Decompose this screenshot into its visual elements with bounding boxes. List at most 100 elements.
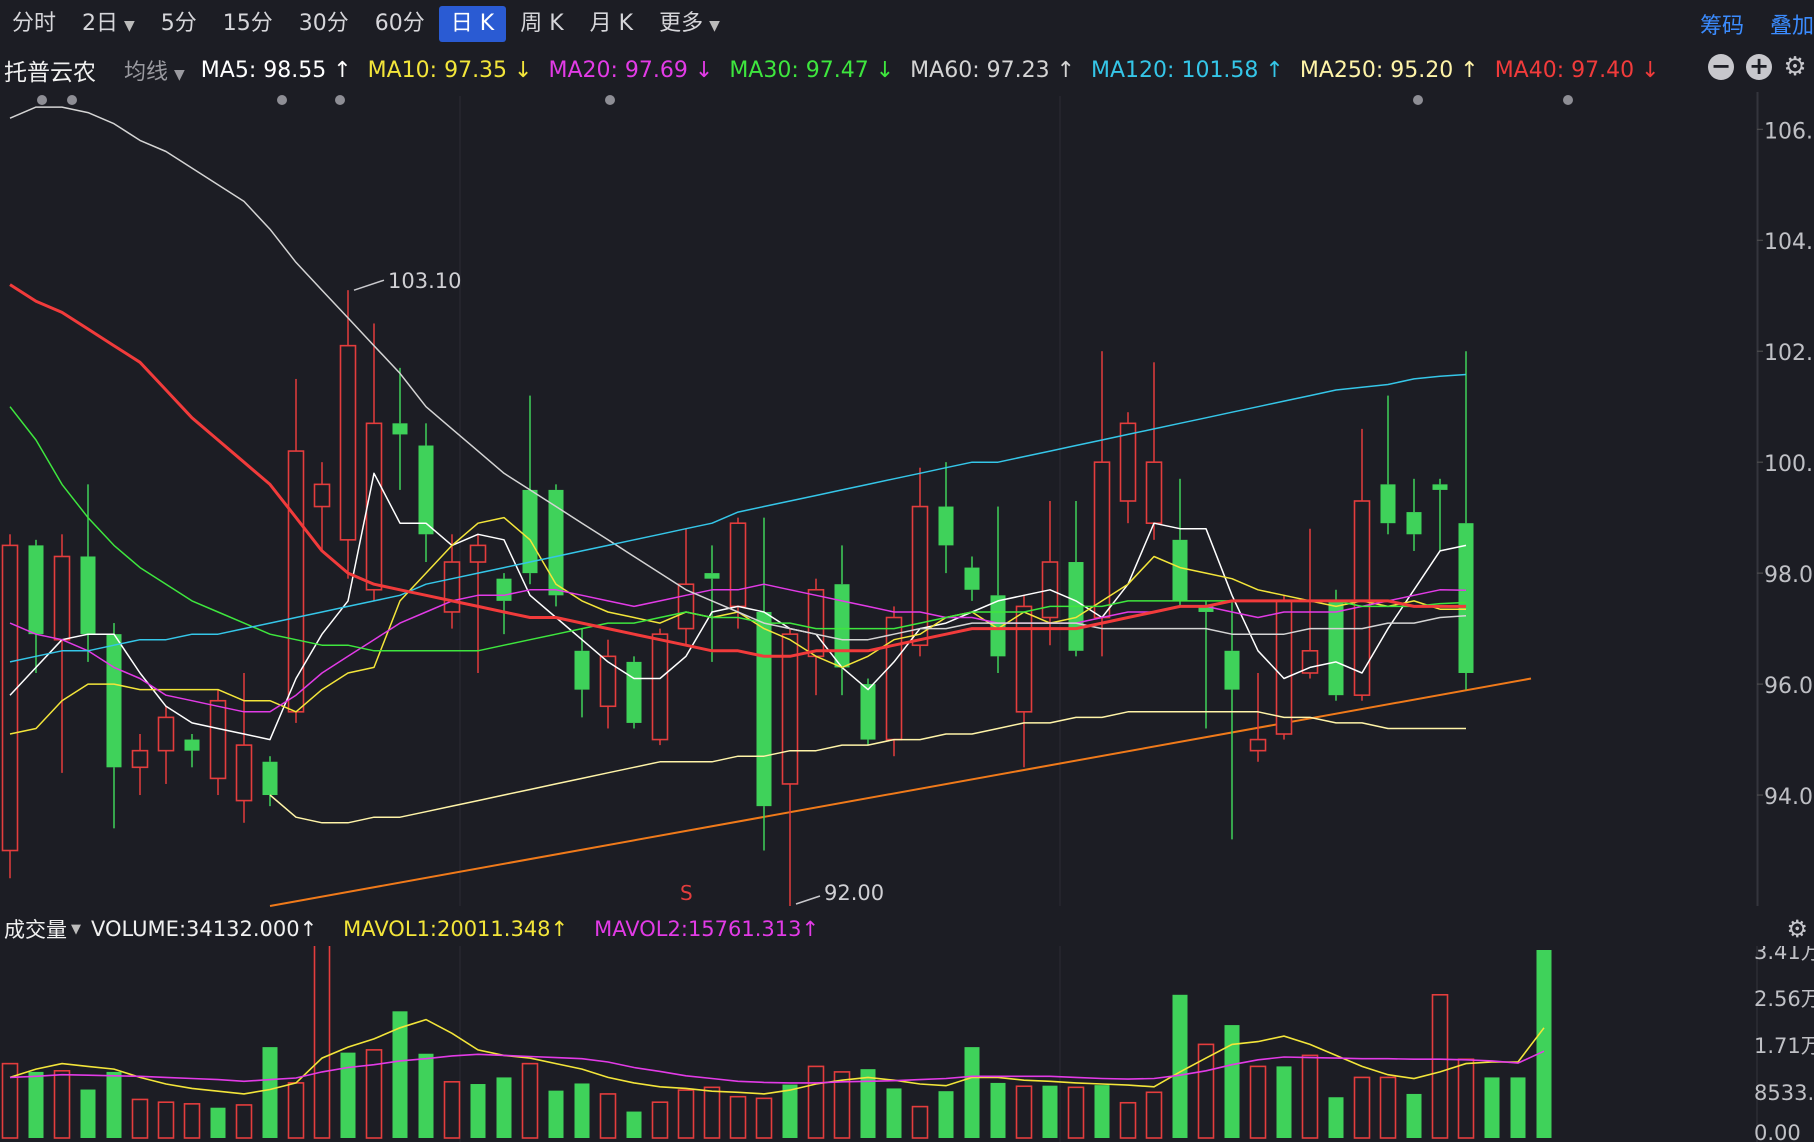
volume-bar xyxy=(651,1101,669,1139)
candle xyxy=(860,678,876,746)
ma-legend-item: MA10: 97.35 ↓ xyxy=(367,57,533,83)
candle-body xyxy=(677,583,695,630)
period-tab[interactable]: 月 K xyxy=(578,6,645,42)
y-tick-label: 96.0 xyxy=(1764,674,1813,699)
candle xyxy=(1328,589,1344,701)
period-tab[interactable]: 分时 xyxy=(0,6,68,42)
period-tab[interactable]: 2日 ▼ xyxy=(70,6,147,42)
candle xyxy=(651,628,669,746)
candle-body xyxy=(574,650,590,690)
period-tab[interactable]: 60分 xyxy=(363,6,437,42)
candle-body xyxy=(1,544,19,852)
candle xyxy=(80,484,96,662)
volume-bar xyxy=(210,1107,226,1138)
zoom-in-icon[interactable]: + xyxy=(1746,54,1772,80)
chips-button[interactable]: 筹码 xyxy=(1699,14,1744,39)
chevron-down-icon[interactable]: ▼ xyxy=(71,921,81,937)
candle xyxy=(938,462,954,574)
volume-bar xyxy=(574,1083,590,1138)
mavol1-line xyxy=(9,1018,1545,1095)
volume-bar xyxy=(235,1104,253,1139)
candle xyxy=(1432,478,1448,551)
candle xyxy=(781,628,799,906)
ma-select-dropdown[interactable]: 均线 ▼ xyxy=(124,54,185,86)
period-tab-label: 5分 xyxy=(160,11,197,36)
candle-body xyxy=(443,561,461,613)
candle-body xyxy=(834,584,850,668)
volume-bar xyxy=(418,1053,434,1138)
volume-bar xyxy=(131,1098,149,1139)
y-tick-label: 100.0 xyxy=(1764,452,1814,477)
volume-bar xyxy=(53,1070,71,1139)
volume-bar xyxy=(365,1049,383,1139)
event-marker xyxy=(1413,95,1423,105)
volume-bar xyxy=(1406,1093,1422,1138)
volume-bar xyxy=(886,1088,902,1138)
candle xyxy=(990,506,1006,673)
gear-icon[interactable]: ⚙ xyxy=(1786,915,1808,943)
volume-bar xyxy=(1119,1101,1137,1139)
volume-bar xyxy=(1094,1085,1110,1138)
volume-bar xyxy=(677,1089,695,1139)
period-tab[interactable]: 更多 ▼ xyxy=(647,6,732,42)
volume-bar xyxy=(938,1091,954,1138)
candle xyxy=(1458,351,1474,690)
candle xyxy=(1353,428,1371,701)
volume-bar xyxy=(106,1071,122,1138)
candle-body xyxy=(1145,461,1163,524)
candle-body xyxy=(522,489,538,574)
zoom-controls: − + ⚙ xyxy=(1696,54,1808,80)
candle xyxy=(1224,600,1240,840)
candle-body xyxy=(729,522,747,608)
period-tab[interactable]: 30分 xyxy=(287,6,361,42)
high-price-label: 103.10 xyxy=(388,269,461,293)
price-chart[interactable]: 106.0 104.0 102.0 100.0 98.0 96.0 94.0 103.10 92… xyxy=(0,0,1814,912)
candle-body xyxy=(1224,650,1240,690)
volume-legend-bar: 成交量 ▼ VOLUME:34132.000↑ MAVOL1:20011.348↑… xyxy=(0,912,1814,946)
volume-bar xyxy=(807,1065,825,1139)
candle-body xyxy=(1406,512,1422,535)
candle-body xyxy=(131,749,149,769)
volume-bar xyxy=(28,1071,44,1138)
candle-body xyxy=(1380,484,1396,524)
volume-bar xyxy=(860,1069,876,1138)
volume-bar xyxy=(287,1082,305,1139)
period-tab-label: 分时 xyxy=(12,11,57,36)
period-tab-label: 更多 xyxy=(659,11,704,36)
y-tick-label: 104.0 xyxy=(1764,230,1814,255)
period-tab[interactable]: 周 K xyxy=(508,6,575,42)
period-tab[interactable]: 5分 xyxy=(149,6,209,42)
candle-body xyxy=(651,633,669,741)
volume-bar xyxy=(1,1062,19,1139)
candle-body xyxy=(704,573,720,579)
candle-body xyxy=(781,633,799,785)
volume-bar xyxy=(521,1062,539,1139)
period-tab[interactable]: 15分 xyxy=(211,6,285,42)
candle xyxy=(157,706,175,784)
candle-body xyxy=(1172,539,1188,601)
y-tick-label: 94.0 xyxy=(1764,785,1813,810)
candle xyxy=(418,423,434,563)
volume-bar xyxy=(599,1093,617,1139)
volume-bar xyxy=(782,1084,798,1138)
volume-indicator-label[interactable]: 成交量 xyxy=(4,918,67,942)
volume-bar xyxy=(964,1047,980,1138)
candle-body xyxy=(548,489,564,596)
period-tab-label: 2日 xyxy=(82,11,119,36)
volume-bar xyxy=(470,1084,486,1138)
ma-legend-item: MA20: 97.69 ↓ xyxy=(548,57,714,83)
candle xyxy=(911,467,929,657)
candle xyxy=(262,756,278,807)
gear-icon[interactable]: ⚙ xyxy=(1783,52,1807,82)
zoom-out-icon[interactable]: − xyxy=(1708,54,1734,80)
volume-bar xyxy=(755,1097,773,1139)
vol-tick-label: 8533. xyxy=(1754,1081,1814,1105)
overlay-button[interactable]: 叠加 xyxy=(1769,14,1814,39)
vol-tick-label: 1.71万 xyxy=(1754,1034,1814,1058)
period-tab[interactable]: 日 K xyxy=(438,6,507,42)
volume-chart[interactable]: 3.41万 2.56万 1.71万 8533. 0.00 xyxy=(0,946,1814,1142)
y-tick-label: 106.0 xyxy=(1764,119,1814,144)
trend-line xyxy=(269,677,1532,907)
candle xyxy=(235,672,253,823)
volume-bar xyxy=(911,1105,929,1139)
